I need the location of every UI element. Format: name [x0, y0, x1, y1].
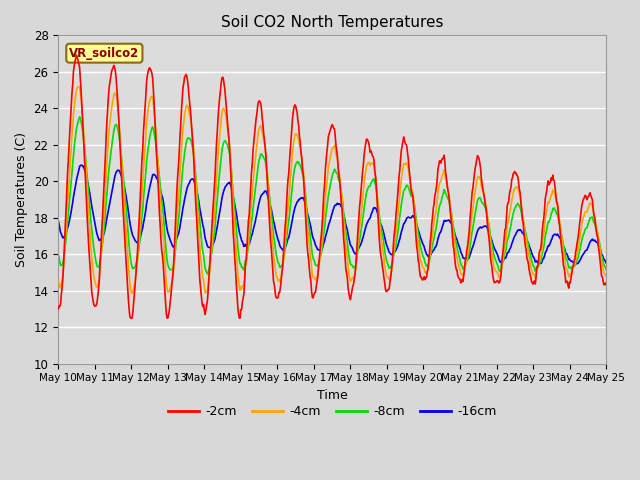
-2cm	[602, 282, 610, 288]
-4cm	[128, 290, 136, 296]
-16cm	[602, 260, 610, 265]
X-axis label: Time: Time	[317, 389, 348, 402]
-8cm	[554, 211, 561, 217]
-8cm	[199, 249, 207, 255]
-4cm	[54, 279, 62, 285]
-4cm	[176, 170, 184, 176]
-8cm	[325, 189, 333, 194]
-8cm	[204, 271, 211, 277]
-16cm	[199, 222, 207, 228]
Line: -8cm: -8cm	[58, 117, 606, 274]
-4cm	[554, 202, 561, 208]
-2cm	[54, 306, 62, 312]
-2cm	[433, 184, 440, 190]
-8cm	[378, 232, 386, 238]
-8cm	[602, 266, 610, 272]
-16cm	[324, 223, 332, 228]
-8cm	[175, 209, 183, 215]
-2cm	[554, 200, 561, 206]
-4cm	[602, 274, 610, 279]
Title: Soil CO2 North Temperatures: Soil CO2 North Temperatures	[221, 15, 444, 30]
-2cm	[378, 264, 386, 270]
Legend: -2cm, -4cm, -8cm, -16cm: -2cm, -4cm, -8cm, -16cm	[163, 400, 502, 423]
-16cm	[432, 244, 440, 250]
-8cm	[433, 224, 440, 229]
-4cm	[378, 244, 386, 250]
-2cm	[200, 301, 207, 307]
-2cm	[127, 315, 134, 321]
-8cm	[76, 114, 83, 120]
-4cm	[200, 277, 207, 283]
Line: -4cm: -4cm	[58, 86, 606, 293]
Y-axis label: Soil Temperatures (C): Soil Temperatures (C)	[15, 132, 28, 267]
Line: -16cm: -16cm	[58, 165, 606, 264]
-16cm	[571, 261, 579, 267]
Text: VR_soilco2: VR_soilco2	[69, 47, 140, 60]
-2cm	[325, 131, 333, 137]
Line: -2cm: -2cm	[58, 55, 606, 318]
-16cm	[77, 162, 85, 168]
-4cm	[325, 161, 333, 167]
-4cm	[433, 205, 440, 211]
-2cm	[176, 133, 184, 139]
-16cm	[378, 223, 385, 229]
-4cm	[76, 84, 83, 89]
-16cm	[54, 218, 62, 224]
-8cm	[54, 252, 62, 257]
-2cm	[73, 52, 81, 58]
-16cm	[553, 232, 561, 238]
-16cm	[175, 228, 183, 234]
